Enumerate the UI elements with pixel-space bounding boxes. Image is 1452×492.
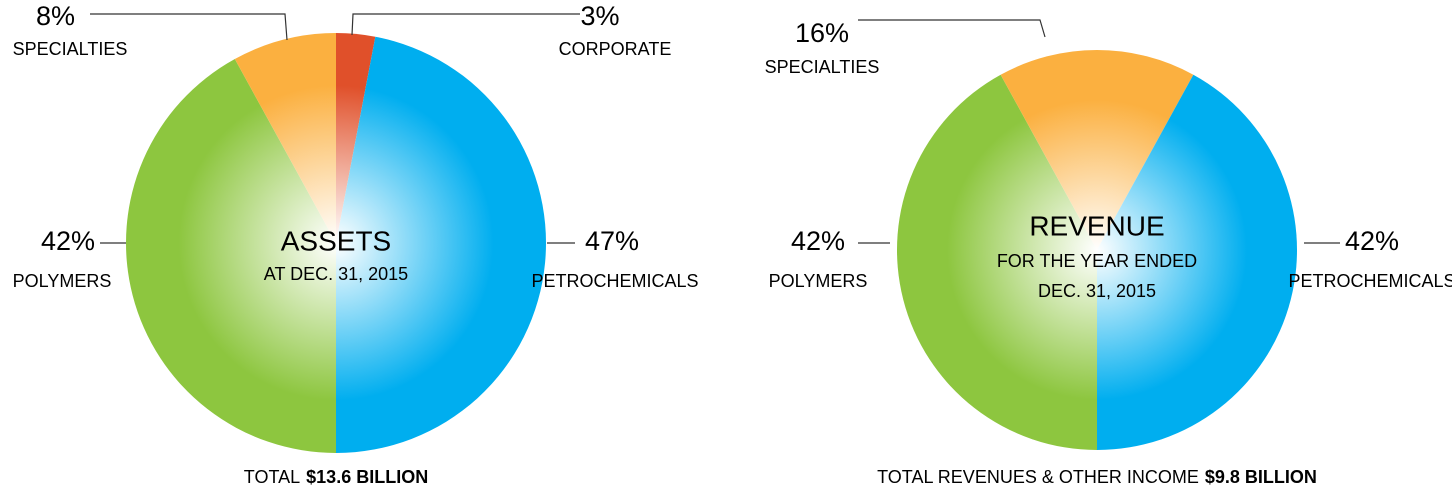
center-text: ASSETS xyxy=(281,225,391,256)
pie-slice xyxy=(336,36,546,454)
center-text: FOR THE YEAR ENDED xyxy=(997,251,1197,271)
leader-line xyxy=(858,19,1046,38)
slice-name: SPECIALTIES xyxy=(13,39,128,59)
slice-percent: 8% xyxy=(36,1,75,31)
pie-slice xyxy=(336,33,376,243)
leader-line xyxy=(90,13,288,41)
slice-name: POLYMERS xyxy=(769,271,868,291)
footer: TOTAL REVENUES & OTHER INCOME $9.8 BILLIO… xyxy=(877,467,1317,487)
footer: TOTAL $13.6 BILLION xyxy=(244,467,428,487)
slice-percent: 42% xyxy=(791,226,845,256)
slice-name: CORPORATE xyxy=(559,39,672,59)
slice-name: PETROCHEMICALS xyxy=(1288,271,1452,291)
slice-name: POLYMERS xyxy=(13,271,112,291)
slice-percent: 42% xyxy=(1345,226,1399,256)
center-text: AT DEC. 31, 2015 xyxy=(264,264,408,284)
footer-label: TOTAL xyxy=(244,467,300,487)
slice-percent: 16% xyxy=(795,18,849,48)
slice-name: PETROCHEMICALS xyxy=(531,271,698,291)
footer-value: $13.6 BILLION xyxy=(306,467,428,487)
slice-name: SPECIALTIES xyxy=(765,57,880,77)
pie-slice xyxy=(126,58,336,454)
slice-percent: 42% xyxy=(41,226,95,256)
slice-percent: 47% xyxy=(585,226,639,256)
center-text: DEC. 31, 2015 xyxy=(1038,281,1156,301)
center-text: REVENUE xyxy=(1029,210,1164,241)
pie-slice xyxy=(1097,74,1297,451)
leader-line xyxy=(351,13,580,36)
pie-slice xyxy=(234,33,336,243)
footer-value: $9.8 BILLION xyxy=(1205,467,1317,487)
slice-percent: 3% xyxy=(580,1,619,31)
pie-slice xyxy=(1000,50,1194,251)
pie-slice xyxy=(897,74,1097,451)
footer-label: TOTAL REVENUES & OTHER INCOME xyxy=(877,467,1199,487)
